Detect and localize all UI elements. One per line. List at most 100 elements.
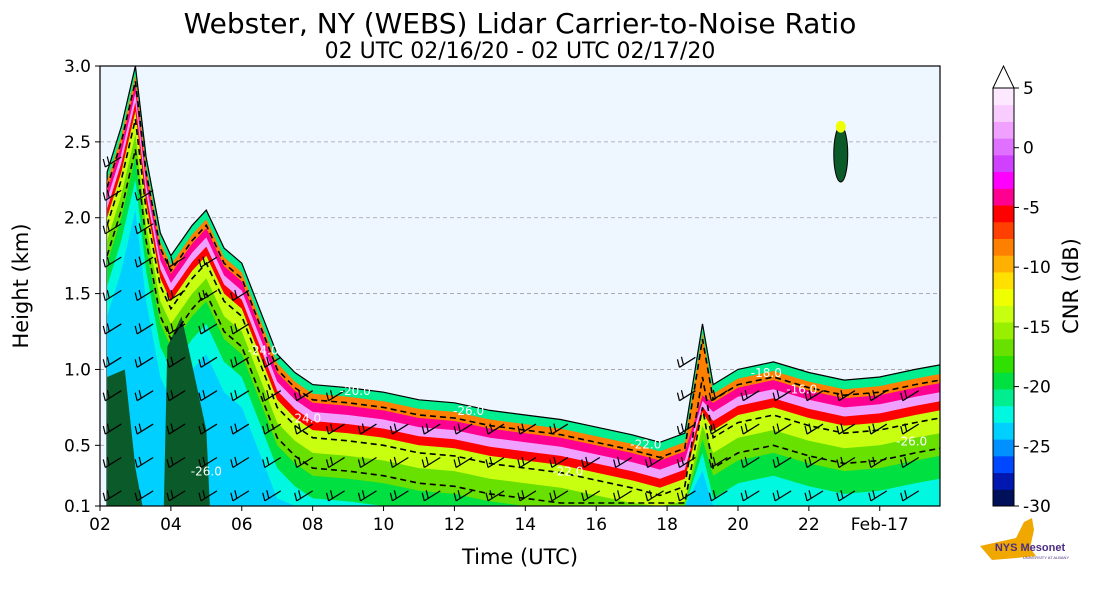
wind-barb [389, 423, 409, 435]
wind-barb [676, 356, 696, 368]
wind-barb [549, 490, 569, 502]
wind-barb [294, 456, 313, 468]
colorbar-tick-label: -10 [1023, 258, 1051, 278]
wind-barb [134, 323, 154, 335]
contour-label: -20.0 [340, 384, 371, 398]
wind-barb [102, 156, 122, 168]
wind-barb [836, 390, 856, 402]
colorbar-swatch [993, 388, 1014, 407]
wind-barb [230, 323, 250, 335]
colorbar-swatch [993, 338, 1014, 357]
wind-barb [134, 189, 154, 201]
colorbar-tick-label: -30 [1023, 497, 1051, 517]
wind-barb [804, 390, 824, 402]
wind-barb [198, 289, 218, 302]
wind-barb [804, 490, 824, 502]
colorbar-tick-label: -25 [1023, 437, 1051, 457]
y-tick-label: 1.5 [64, 285, 91, 305]
wind-barb [868, 423, 888, 435]
wind-barb [230, 390, 250, 402]
wind-barb [102, 456, 122, 468]
x-axis-label: Time (UTC) [461, 545, 578, 569]
colorbar: 5 0 -5 -10 -15 -20 -25 -30 [992, 64, 1051, 517]
x-tick-label: 04 [160, 515, 182, 535]
colorbar-tick-label: -5 [1023, 198, 1040, 218]
colorbar-swatch [993, 455, 1014, 474]
wind-barb [166, 256, 186, 268]
y-tick-label: 0.5 [64, 436, 91, 456]
colorbar-tick-label: -20 [1023, 378, 1051, 398]
wind-barb [325, 490, 345, 502]
wind-barb [230, 356, 250, 368]
wind-barb [134, 289, 154, 302]
colorbar-swatch [993, 205, 1014, 223]
x-tick-label: 20 [727, 515, 749, 535]
x-tick-label: 22 [798, 515, 820, 535]
colorbar-swatch [993, 171, 1014, 189]
logo-text: NYS Mesonet [995, 542, 1066, 554]
wind-barb [198, 456, 218, 468]
contour-label: -22.0 [630, 437, 661, 451]
contour-label: -22.0 [552, 465, 583, 479]
logo-subtext: UNIVERSITY AT ALBANY [1023, 555, 1070, 560]
colorbar-swatch [993, 372, 1014, 390]
wind-barb [325, 456, 345, 468]
wind-barb [517, 456, 537, 468]
wind-barb [900, 490, 920, 502]
wind-barb [676, 490, 696, 502]
colorbar-swatch [993, 154, 1014, 173]
x-tick-label: 08 [302, 515, 324, 535]
wind-barb [389, 456, 409, 468]
ny-state-shape-icon [980, 518, 1036, 560]
wind-barb [708, 390, 728, 402]
colorbar-swatch [993, 422, 1014, 440]
wind-barb [166, 423, 186, 435]
wind-barb [230, 423, 250, 435]
wind-barb [708, 456, 728, 468]
cnr-contour [106, 118, 940, 497]
wind-barb [102, 189, 122, 201]
wind-barb [740, 390, 760, 402]
wind-barb [613, 456, 632, 468]
wind-barb [421, 423, 441, 435]
wind-barb [102, 289, 122, 302]
wind-barb [453, 423, 473, 435]
wind-barb [772, 456, 792, 468]
colorbar-swatch [993, 288, 1014, 306]
wind-barb [198, 256, 218, 268]
wind-barb [613, 490, 632, 502]
wind-barb [740, 490, 760, 502]
low-cnr-region [107, 369, 143, 506]
colorbar-frame [992, 87, 1015, 507]
colorbar-swatch [993, 88, 1014, 106]
cnr-contour [106, 149, 940, 504]
wind-barb [134, 456, 154, 468]
colorbar-swatch [993, 305, 1014, 323]
colorbar-swatch [993, 238, 1014, 256]
wind-barb [836, 423, 856, 435]
wind-barb [325, 423, 345, 435]
contour-label: -24.0 [290, 412, 321, 426]
wind-barb [198, 356, 218, 368]
wind-barb [644, 490, 664, 502]
colorbar-swatch [993, 221, 1014, 239]
wind-barb [676, 423, 696, 435]
wind-barb [102, 490, 122, 502]
colorbar-tick-label: 0 [1023, 139, 1034, 159]
contour-label: -26.0 [453, 404, 484, 418]
y-axis-label: Height (km) [9, 223, 33, 348]
x-tick-label: 02 [89, 515, 111, 535]
colorbar-swatch [993, 138, 1014, 156]
wind-barb [453, 456, 473, 468]
contour-label: -16.0 [786, 383, 817, 397]
wind-barb [708, 423, 728, 435]
y-tick-label: 3.0 [64, 57, 91, 77]
x-tick-label: 06 [231, 515, 253, 535]
wind-barb [262, 490, 282, 502]
wind-barb [900, 390, 920, 402]
y-tick-label: 2.0 [64, 209, 91, 229]
wind-barb [357, 456, 377, 468]
wind-barb [581, 490, 601, 502]
wind-barb [421, 490, 441, 502]
wind-barb [485, 490, 505, 502]
